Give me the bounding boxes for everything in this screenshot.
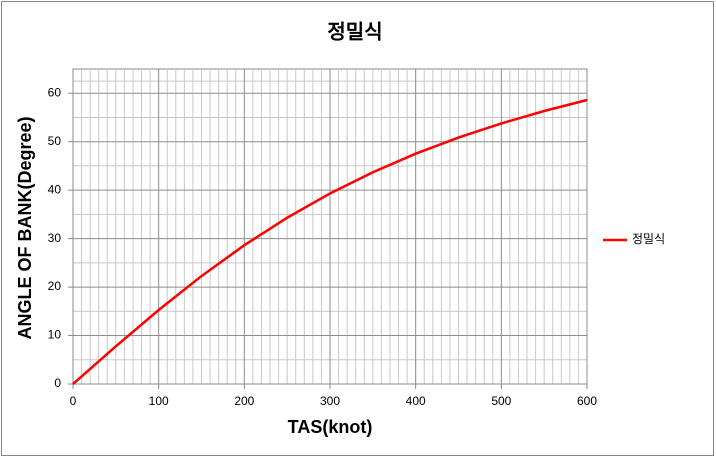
legend-label: 정밀식 [632,232,665,246]
line-series [72,98,588,385]
y-tick-label: 20 [48,279,62,293]
x-tick-label: 600 [577,394,597,408]
x-tick-label: 200 [234,394,254,408]
x-tick-label: 0 [70,394,77,408]
y-tick-label: 60 [48,85,62,99]
y-tick-label: 50 [48,134,62,148]
x-tick-label: 400 [406,394,426,408]
y-tick-label: 0 [54,376,61,390]
chart-title: 정밀식 [327,20,382,43]
x-axis-label: TAS(knot) [288,417,373,437]
y-axis-label: ANGLE OF BANK(Degree) [15,116,35,339]
y-tick-label: 30 [48,231,62,245]
x-tick-label: 500 [491,394,511,408]
x-tick-label: 100 [149,394,169,408]
y-tick-label: 40 [48,182,62,196]
x-tick-label: 300 [320,394,340,408]
y-tick-label: 10 [48,328,62,342]
